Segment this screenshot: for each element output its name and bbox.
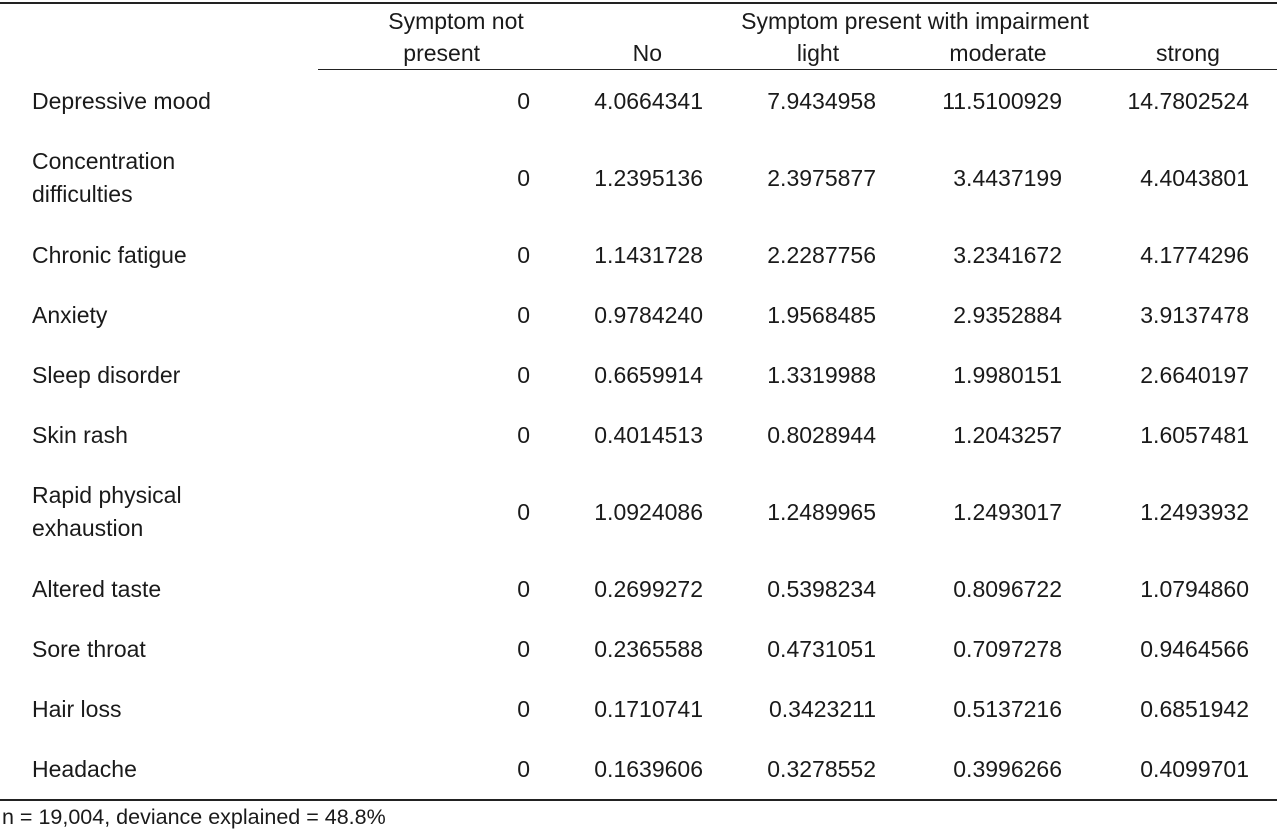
cell-light: 0.4731051 (767, 635, 876, 662)
cell-no: 0.1639606 (594, 755, 703, 782)
table-body: Depressive mood 0 4.0664341 7.9434958 11.510… (32, 87, 1249, 782)
cell-light: 1.3319988 (767, 361, 876, 388)
cell-strong: 14.7802524 (1127, 87, 1249, 114)
cell-not-present: 0 (517, 241, 530, 268)
cell-not-present: 0 (517, 498, 530, 525)
header-not-present-line1: Symptom not (388, 8, 524, 34)
header-col-light: light (796, 40, 840, 66)
cell-no: 0.9784240 (594, 301, 703, 328)
row-label: Concentration difficulties (32, 148, 176, 207)
row-label: Hair loss (32, 695, 122, 722)
cell-no: 1.1431728 (594, 241, 703, 268)
cell-not-present: 0 (517, 635, 530, 662)
cell-moderate: 1.2043257 (953, 421, 1062, 448)
cell-no: 1.0924086 (594, 498, 703, 525)
row-label: Skin rash (32, 421, 128, 448)
cell-strong: 2.6640197 (1140, 361, 1249, 388)
cell-light: 0.3278552 (767, 755, 876, 782)
table-top-rule (0, 2, 1277, 4)
table-footnote: n = 19,004, deviance explained = 48.8% (2, 805, 386, 829)
row-label: Chronic fatigue (32, 241, 187, 268)
cell-moderate: 2.9352884 (953, 301, 1062, 328)
row-label: Rapid physical exhaustion (32, 482, 182, 541)
cell-strong: 4.1774296 (1140, 241, 1249, 268)
cell-strong: 1.6057481 (1140, 421, 1249, 448)
cell-light: 0.3423211 (768, 695, 876, 722)
cell-moderate: 0.7097278 (953, 635, 1062, 662)
cell-strong: 1.0794860 (1140, 575, 1249, 602)
cell-not-present: 0 (517, 575, 530, 602)
row-label: Anxiety (32, 301, 108, 328)
cell-moderate: 0.3996266 (953, 755, 1062, 782)
cell-light: 1.9568485 (767, 301, 876, 328)
cell-no: 0.2699272 (594, 575, 703, 602)
cell-strong: 3.9137478 (1140, 301, 1249, 328)
cell-not-present: 0 (517, 361, 530, 388)
cell-light: 2.3975877 (767, 164, 876, 191)
cell-not-present: 0 (517, 421, 530, 448)
row-label: Sore throat (32, 635, 146, 662)
header-present-group: Symptom present with impairment (741, 8, 1089, 34)
cell-not-present: 0 (517, 87, 530, 114)
cell-strong: 0.9464566 (1140, 635, 1249, 662)
cell-strong: 0.6851942 (1140, 695, 1249, 722)
header-col-moderate: moderate (949, 40, 1047, 66)
cell-not-present: 0 (517, 164, 530, 191)
cell-no: 0.4014513 (594, 421, 703, 448)
table-bottom-rule (0, 799, 1277, 801)
cell-no: 0.2365588 (594, 635, 703, 662)
row-label: Depressive mood (32, 87, 211, 114)
header-underline-rule (318, 69, 1277, 71)
cell-not-present: 0 (517, 695, 530, 722)
cell-moderate: 0.5137216 (953, 695, 1062, 722)
cell-not-present: 0 (517, 755, 530, 782)
cell-no: 0.6659914 (594, 361, 703, 388)
row-label: Sleep disorder (32, 361, 181, 388)
cell-moderate: 3.2341672 (953, 241, 1062, 268)
row-label: Altered taste (32, 575, 162, 602)
cell-moderate: 1.9980151 (953, 361, 1062, 388)
cell-not-present: 0 (517, 301, 530, 328)
cell-light: 0.8028944 (767, 421, 876, 448)
cell-light: 7.9434958 (767, 87, 876, 114)
cell-moderate: 3.4437199 (953, 164, 1062, 191)
cell-no: 1.2395136 (594, 164, 703, 191)
header-not-present-line2: present (403, 40, 480, 66)
header-col-no: No (632, 40, 662, 66)
cell-light: 2.2287756 (767, 241, 876, 268)
cell-no: 0.1710741 (594, 695, 703, 722)
cell-strong: 4.4043801 (1140, 164, 1249, 191)
cell-no: 4.0664341 (594, 87, 703, 114)
cell-light: 1.2489965 (767, 498, 876, 525)
cell-light: 0.5398234 (767, 575, 876, 602)
cell-moderate: 11.5100929 (942, 87, 1062, 114)
cell-strong: 1.2493932 (1140, 498, 1249, 525)
cell-strong: 0.4099701 (1140, 755, 1249, 782)
cell-moderate: 1.2493017 (953, 498, 1062, 525)
cell-moderate: 0.8096722 (953, 575, 1062, 602)
row-label: Headache (32, 755, 137, 782)
header-col-strong: strong (1156, 40, 1220, 66)
